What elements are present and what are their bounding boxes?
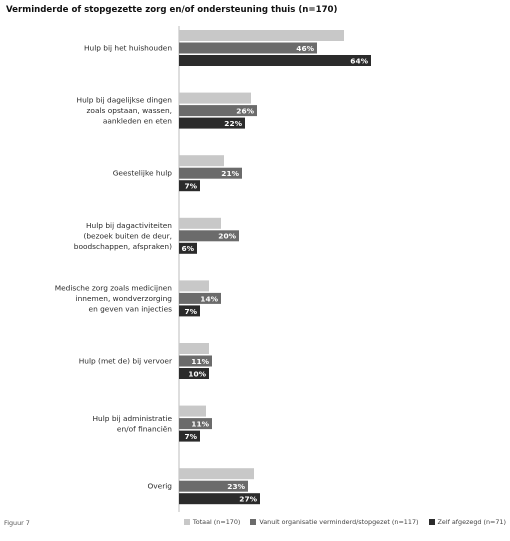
bar xyxy=(179,355,212,367)
data-label: 21% xyxy=(221,169,239,178)
bar xyxy=(179,117,245,129)
data-label: 11% xyxy=(191,420,209,429)
category-label: innemen, wondverzorging xyxy=(76,294,173,303)
bar xyxy=(179,343,209,354)
bar xyxy=(179,42,317,54)
legend-item-self-cancelled: Zelf afgezegd (n=71) xyxy=(428,518,506,526)
legend-swatch xyxy=(183,519,190,525)
bar xyxy=(179,305,200,317)
bar xyxy=(179,280,209,292)
category-label: zoals opstaan, wassen, xyxy=(87,106,172,115)
bar xyxy=(179,493,260,505)
data-label: 11% xyxy=(191,357,209,366)
bar xyxy=(179,368,209,379)
bar xyxy=(179,230,239,242)
legend-label: Vanuit organisatie verminderd/stopgezet … xyxy=(259,518,419,526)
category-label: Hulp bij administratie xyxy=(92,414,172,423)
category-label: aankleden en eten xyxy=(103,117,172,126)
data-label: 10% xyxy=(188,369,206,378)
category-label: en geven van injecties xyxy=(89,304,173,313)
bar xyxy=(179,180,200,192)
data-label: 23% xyxy=(227,482,245,491)
bar xyxy=(179,92,251,104)
bar xyxy=(179,217,221,229)
data-label: 22% xyxy=(224,119,242,128)
bar xyxy=(179,430,200,442)
category-label: Overig xyxy=(147,482,172,491)
data-label: 46% xyxy=(296,44,314,53)
chart-legend: Totaal (n=170) Vanuit organisatie vermin… xyxy=(183,518,506,526)
bar xyxy=(179,30,344,41)
legend-swatch xyxy=(428,519,435,525)
bar xyxy=(179,292,221,304)
category-label: en/of financiën xyxy=(117,424,172,433)
data-label: 20% xyxy=(218,232,236,241)
category-label: Hulp (met de) bij vervoer xyxy=(79,357,173,366)
data-label: 27% xyxy=(239,495,257,504)
category-label: Geestelijke hulp xyxy=(113,169,173,178)
category-label: Hulp bij dagelijkse dingen xyxy=(77,96,173,105)
bar xyxy=(179,418,212,430)
legend-item-total: Totaal (n=170) xyxy=(183,518,241,526)
legend-swatch xyxy=(250,519,257,525)
data-label: 7% xyxy=(184,307,197,316)
bar xyxy=(179,405,206,417)
legend-label: Zelf afgezegd (n=71) xyxy=(437,518,506,526)
chart-title: Verminderde of stopgezette zorg en/of on… xyxy=(6,5,338,15)
data-label: 14% xyxy=(200,294,218,303)
bar xyxy=(179,242,197,254)
bar xyxy=(179,105,257,117)
data-label: 64% xyxy=(350,56,368,65)
legend-label: Totaal (n=170) xyxy=(192,518,241,526)
category-label: boodschappen, afspraken) xyxy=(74,242,172,251)
bar xyxy=(179,468,254,480)
bar xyxy=(179,480,248,492)
legend-item-organisation: Vanuit organisatie verminderd/stopgezet … xyxy=(250,518,419,526)
category-label: Medische zorg zoals medicijnen xyxy=(55,283,173,292)
category-label: Hulp bij het huishouden xyxy=(84,44,172,53)
category-label: (bezoek buiten de deur, xyxy=(83,231,172,240)
bar xyxy=(179,167,242,179)
data-label: 6% xyxy=(181,244,194,253)
data-label: 7% xyxy=(184,432,197,441)
category-label: Hulp bij dagactiviteiten xyxy=(86,221,172,230)
figure-number: Figuur 7 xyxy=(4,519,30,527)
data-label: 7% xyxy=(184,182,197,191)
data-label: 26% xyxy=(236,107,254,116)
bar xyxy=(179,55,371,66)
bar xyxy=(179,155,224,167)
